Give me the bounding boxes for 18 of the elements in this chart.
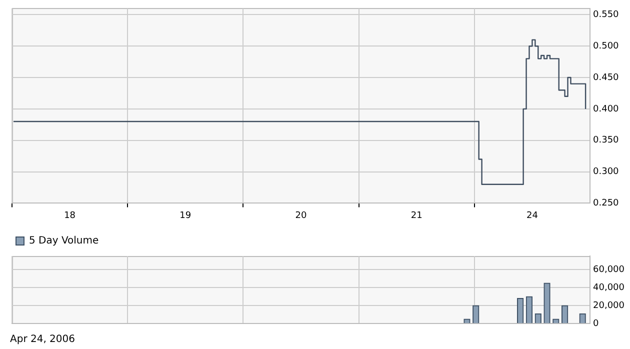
x-tick-label: 19 (180, 210, 192, 221)
y-tick-label: 0.450 (593, 72, 620, 83)
y-tick-label: 0.550 (593, 10, 620, 20)
x-tick-label: 20 (295, 210, 307, 221)
x-tick-label: 21 (410, 210, 422, 221)
y-tick-label: 0.300 (593, 167, 620, 178)
y-tick-label: 0 (593, 318, 599, 329)
y-tick-label: 0.350 (593, 136, 620, 146)
legend-label: 5 Day Volume (29, 236, 99, 247)
y-tick-label: 20,000 (593, 300, 625, 311)
y-tick-label: 40,000 (593, 282, 625, 293)
y-tick-label: 0.500 (593, 41, 620, 52)
x-tick-label: 18 (64, 210, 76, 221)
y-tick-label: 0.400 (593, 104, 620, 114)
x-tick-label: 24 (526, 210, 538, 221)
text: Apr 24, 2006 (10, 334, 76, 345)
y-tick-label: 60,000 (593, 264, 625, 275)
y-tick-label: 0.250 (593, 198, 620, 209)
